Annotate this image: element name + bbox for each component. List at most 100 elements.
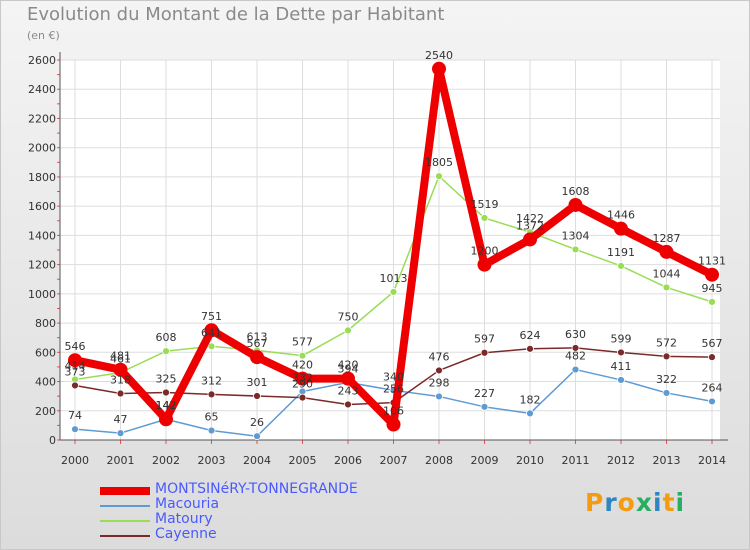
data-point	[432, 61, 446, 76]
data-label: 106	[383, 405, 404, 418]
data-point	[435, 366, 443, 375]
data-point	[523, 232, 537, 247]
data-label: 1446	[607, 209, 635, 222]
data-point	[477, 257, 492, 272]
data-point	[162, 347, 170, 356]
x-tick-label: 2010	[516, 454, 544, 467]
data-label: 182	[520, 393, 541, 406]
data-label: 65	[205, 411, 219, 424]
data-point	[341, 371, 355, 386]
x-tick-label: 2005	[289, 454, 317, 467]
data-point	[71, 381, 79, 390]
data-label: 1013	[380, 272, 408, 285]
data-point	[662, 352, 671, 361]
data-point	[71, 425, 79, 434]
y-tick-label: 0	[49, 434, 56, 447]
x-tick-label: 2002	[152, 454, 180, 467]
data-point	[116, 429, 125, 438]
data-label: 1304	[562, 229, 590, 242]
data-point	[571, 344, 580, 352]
data-label: 26	[250, 416, 264, 429]
data-label: 577	[292, 336, 313, 349]
data-label: 461	[110, 353, 131, 366]
data-point	[298, 393, 307, 402]
data-label: 1200	[471, 245, 499, 258]
data-point	[207, 342, 216, 351]
x-tick-label: 2001	[107, 454, 135, 467]
data-point	[708, 353, 716, 362]
data-label: 264	[702, 381, 723, 394]
data-point	[253, 392, 261, 400]
data-label: 482	[565, 350, 586, 363]
data-label: 572	[656, 336, 677, 349]
data-label: 567	[702, 337, 723, 350]
data-point	[162, 388, 170, 397]
data-point	[708, 397, 716, 406]
data-label: 945	[702, 282, 723, 295]
data-point	[708, 297, 716, 306]
data-label: 624	[520, 329, 541, 342]
data-label: 2540	[425, 49, 453, 62]
data-label: 290	[292, 378, 313, 391]
data-point	[526, 409, 534, 418]
data-label: 243	[338, 384, 359, 397]
data-label: 227	[474, 387, 495, 400]
data-point	[344, 326, 352, 335]
legend-label: Matoury	[155, 511, 213, 527]
chart-title: Evolution du Montant de la Dette par Hab…	[27, 4, 445, 25]
legend-label: Cayenne	[155, 526, 217, 542]
data-label: 414	[65, 359, 86, 372]
data-label: 641	[201, 326, 222, 339]
data-label: 1519	[471, 198, 499, 211]
data-label: 373	[65, 365, 86, 378]
data-label: 322	[656, 373, 677, 386]
x-tick-label: 2000	[61, 454, 89, 467]
data-point	[159, 412, 173, 427]
x-tick-label: 2003	[198, 454, 226, 467]
data-label: 613	[247, 330, 268, 343]
y-tick-label: 1200	[28, 259, 56, 272]
y-tick-label: 1800	[28, 171, 56, 184]
data-label: 546	[65, 340, 86, 353]
y-tick-label: 1000	[28, 288, 56, 301]
y-tick-label: 2400	[28, 83, 56, 96]
y-tick-label: 400	[35, 376, 56, 389]
data-point	[480, 402, 489, 411]
data-label: 567	[247, 337, 268, 350]
data-label: 1608	[562, 185, 590, 198]
data-point	[68, 353, 82, 368]
data-point	[705, 267, 719, 282]
data-point	[617, 376, 625, 384]
data-label: 74	[68, 409, 82, 422]
data-label: 394	[338, 362, 359, 375]
legend-swatch	[100, 535, 150, 537]
legend-label: MONTSINéRY-TONNEGRANDE	[155, 481, 358, 497]
data-label: 420	[292, 359, 313, 372]
data-label: 318	[110, 374, 131, 387]
data-label: 751	[201, 310, 222, 323]
data-label: 47	[114, 413, 128, 426]
data-point	[526, 344, 534, 353]
data-label: 420	[338, 359, 359, 372]
data-point	[295, 371, 310, 386]
data-point	[113, 362, 128, 377]
x-tick-label: 2004	[243, 454, 271, 467]
data-label: 599	[611, 332, 632, 345]
data-label: 1422	[516, 212, 544, 225]
data-label: 142	[156, 399, 177, 412]
data-label: 1131	[698, 255, 726, 268]
data-point	[298, 351, 307, 360]
chart-unit: (en €)	[27, 29, 60, 42]
y-tick-label: 200	[35, 405, 56, 418]
data-point	[571, 365, 580, 374]
data-label: 332	[292, 371, 313, 384]
data-label: 597	[474, 333, 495, 346]
data-point	[659, 244, 674, 259]
data-label: 340	[383, 370, 404, 383]
data-label: 256	[383, 383, 404, 396]
data-label: 481	[110, 350, 131, 363]
x-tick-label: 2014	[698, 454, 726, 467]
data-label: 411	[611, 360, 632, 373]
x-tick-label: 2007	[380, 454, 408, 467]
data-point	[617, 348, 625, 357]
